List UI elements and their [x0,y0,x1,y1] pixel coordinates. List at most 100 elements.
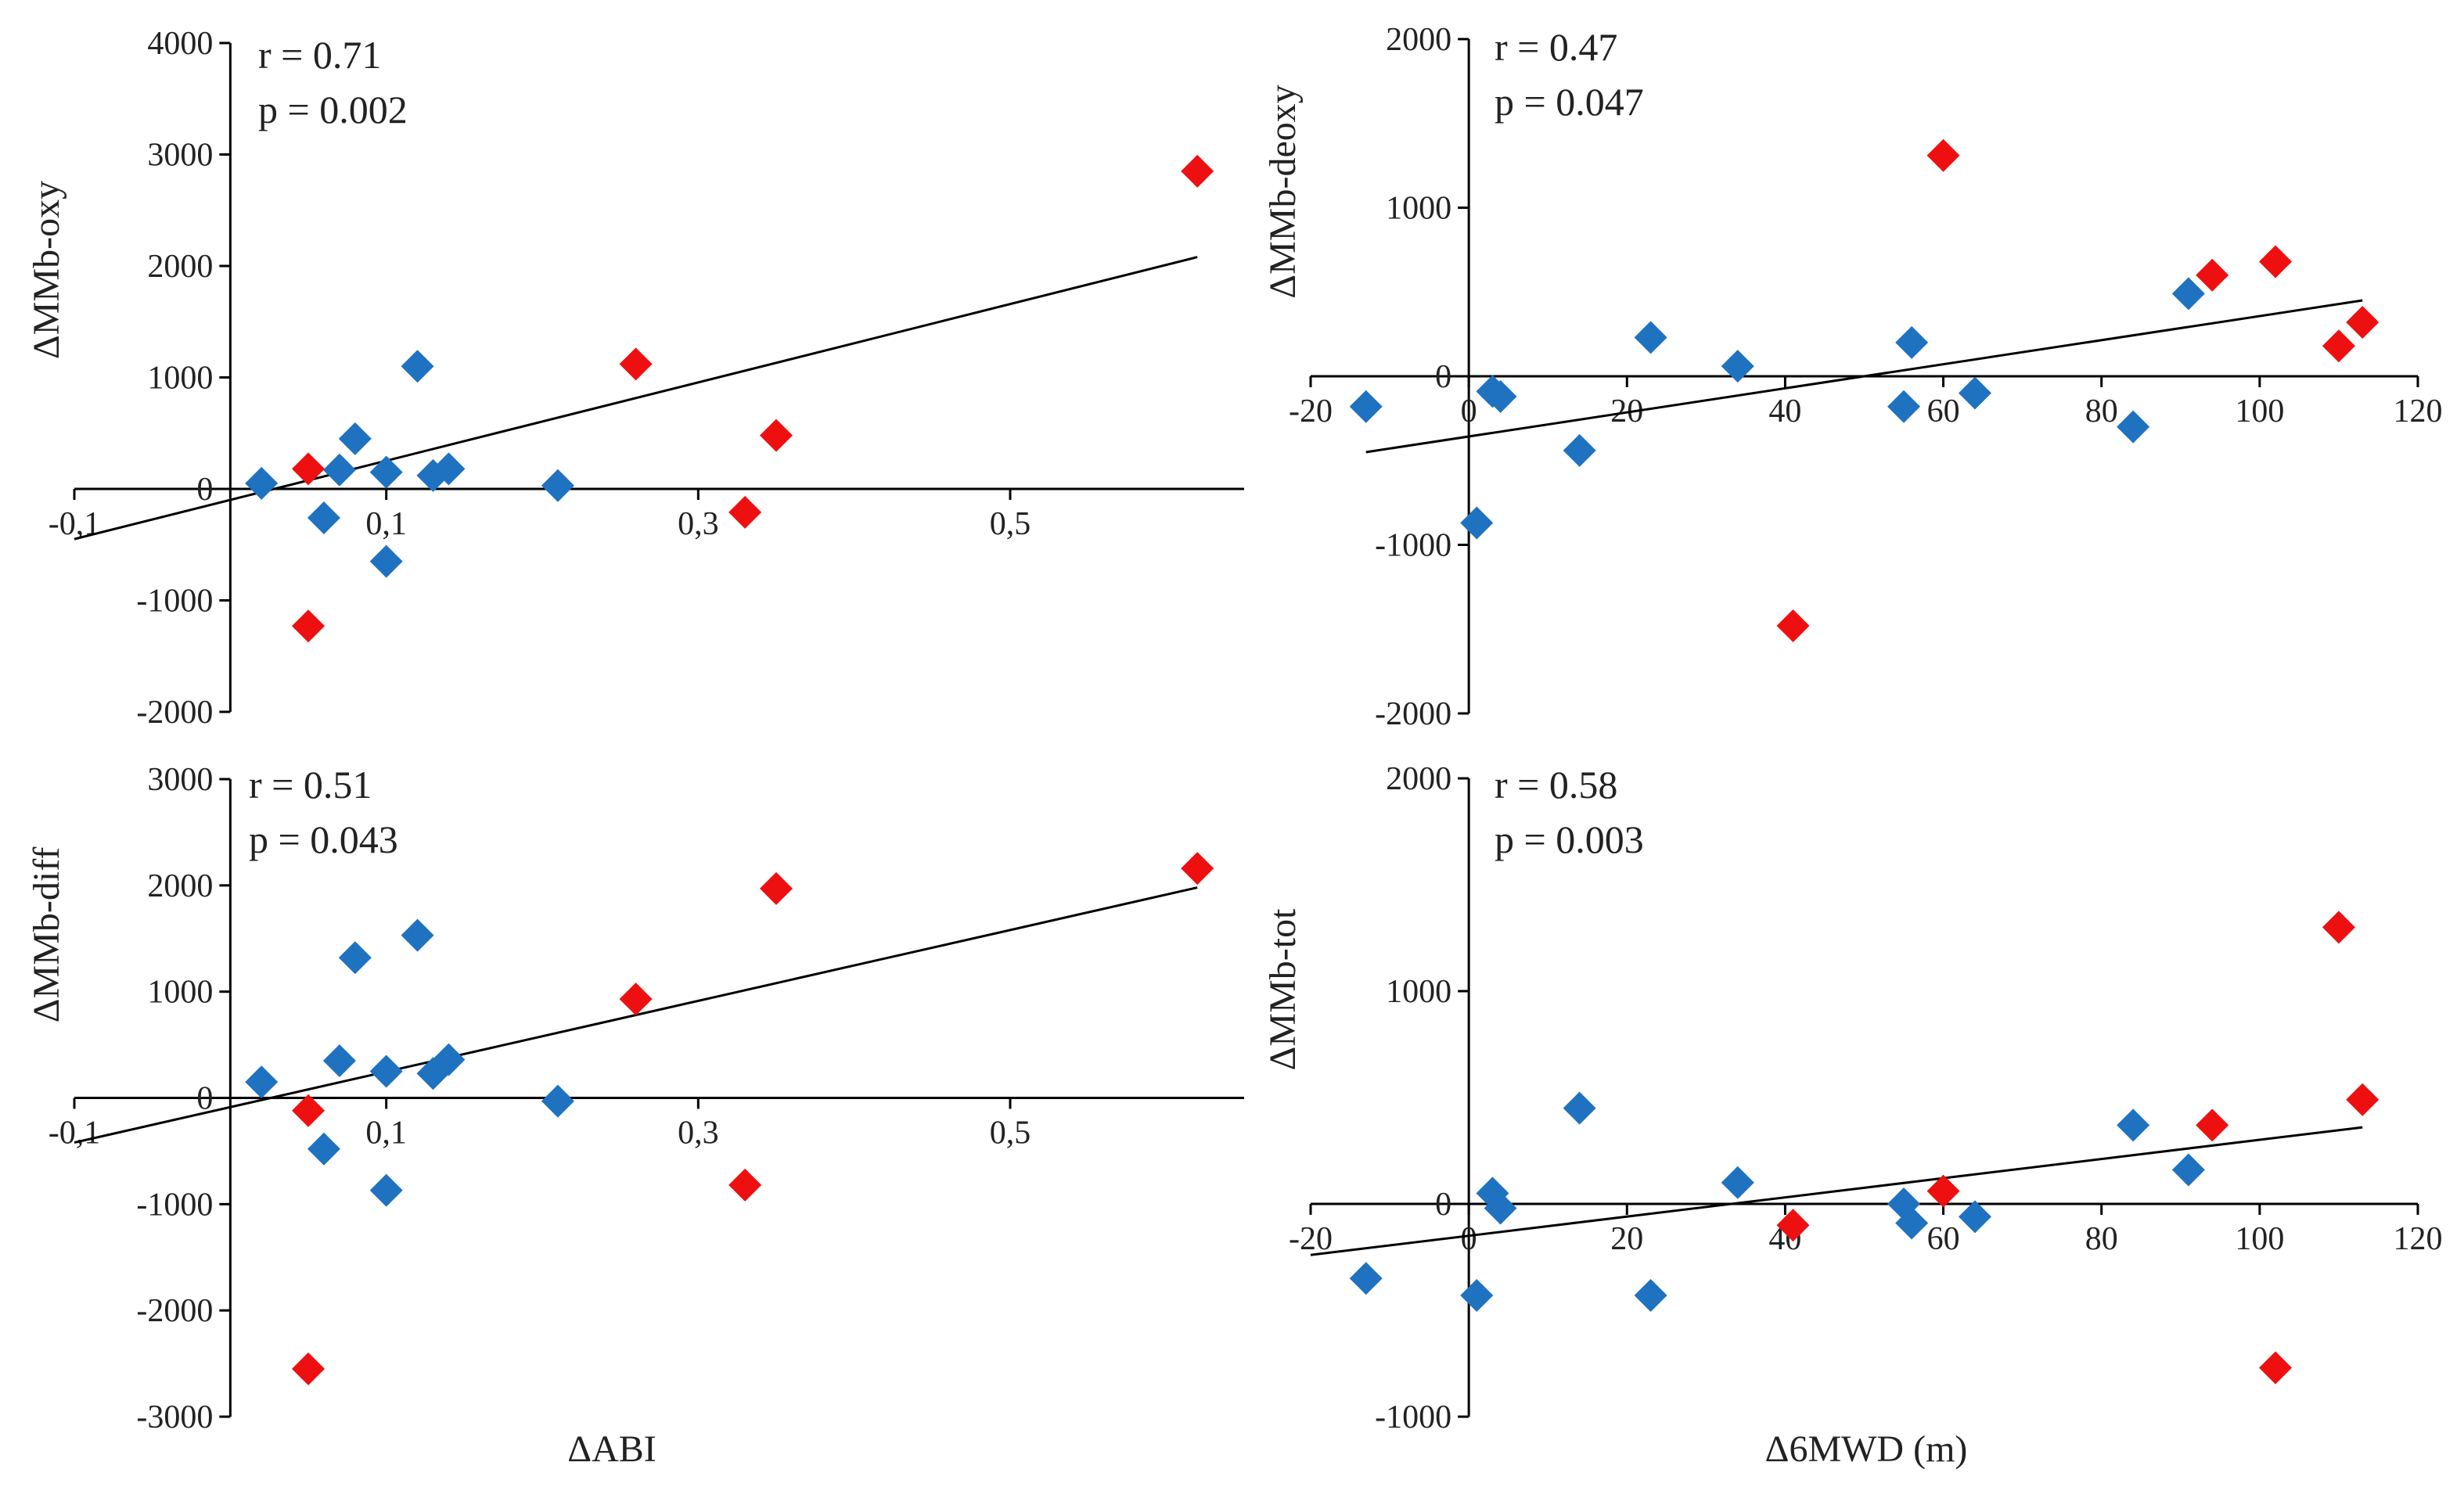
data-point-red [292,1094,325,1127]
data-point-red [619,983,653,1016]
y-tick-label: -1000 [1375,528,1451,564]
y-tick-label: 1000 [1386,191,1451,227]
y-tick-label: 4000 [147,26,213,62]
data-point-red [2196,1108,2229,1142]
x-tick-label: 120 [2394,1221,2443,1257]
data-point-blue [2117,410,2150,444]
x-tick-label: 0 [1461,393,1477,429]
data-point-blue [541,1084,574,1118]
data-point-blue [338,941,372,975]
data-point-red [1181,852,1214,886]
data-point-red [760,419,793,452]
y-tick-label: 1000 [147,361,213,397]
data-point-blue [1460,506,1494,540]
data-point-blue [401,918,434,952]
stat-r: r = 0.51 [249,763,372,807]
x-tick-label: 100 [2235,393,2284,429]
data-point-blue [369,455,403,489]
data-point-blue [245,1065,279,1099]
data-point-red [2259,1351,2293,1385]
x-tick-label: 0,1 [365,506,407,542]
x-tick-label: 100 [2235,1221,2284,1257]
x-tick-label: 60 [1927,1221,1960,1257]
data-point-blue [1634,1278,1667,1312]
stat-p: p = 0.047 [1495,80,1644,124]
data-point-blue [2117,1108,2150,1142]
y-tick-label: 0 [196,1081,213,1117]
y-tick-label: 1000 [147,975,213,1011]
stat-p: p = 0.002 [258,88,408,131]
y-tick-label: 1000 [1386,974,1451,1010]
trendline [1310,1126,2363,1256]
data-point-red [1926,138,1960,172]
data-point-red [292,609,325,643]
y-tick-label: 3000 [147,762,213,798]
data-point-blue [432,1043,466,1076]
data-point-red [1776,1209,1810,1242]
x-tick-label: 0,3 [678,1116,719,1151]
y-tick-label: 2000 [147,249,213,285]
x-tick-label: -20 [1289,393,1333,429]
y-tick-label: 3000 [147,138,213,174]
x-tick-label: 80 [2085,1221,2118,1257]
panel-mmb-diff: r = 0.51 p = 0.043 ΔMMb-diff ΔABI -3000 -… [26,762,1244,1470]
data-point-red [728,495,762,529]
data-point-blue [245,466,279,500]
data-point-blue [1349,1262,1383,1295]
data-point-blue [1563,433,1596,467]
data-point-blue [1959,376,1991,410]
data-point-blue [401,350,434,383]
y-tick-label: 2000 [1386,22,1451,58]
data-point-red [1181,154,1214,188]
y-tick-label: 0 [1435,1187,1451,1223]
data-point-blue [1721,1166,1754,1199]
stat-r: r = 0.71 [258,33,381,77]
y-tick-label: -2000 [136,695,213,731]
data-point-blue [1887,390,1921,423]
data-point-red [728,1168,762,1202]
y-axis-label: ΔMMb-tot [1262,908,1304,1071]
data-point-blue [307,1132,340,1166]
data-point-blue [1959,1200,1991,1234]
x-tick-label: 20 [1610,1221,1643,1257]
y-tick-label: 0 [1435,359,1451,395]
data-point-blue [1721,350,1754,383]
panel-mmb-oxy: r = 0.71 p = 0.002 ΔMMb-oxy -2000 -1000 0 1… [26,26,1244,731]
panel-mmb-deoxy: r = 0.47 p = 0.047 ΔMMb-deoxy -2000-1000… [1262,22,2443,732]
data-point-red [2322,329,2355,363]
data-point-blue [322,453,356,487]
stat-r: r = 0.58 [1495,763,1617,807]
data-point-blue [322,1044,356,1077]
x-tick-label: -0,1 [49,506,101,542]
y-tick-label: 0 [196,472,213,508]
x-tick-label: 0 [1461,1221,1477,1257]
y-axis-label: ΔMMb-oxy [26,181,67,359]
y-tick-label: -1000 [136,584,213,620]
y-tick-label: 2000 [147,868,213,904]
data-point-red [292,1352,325,1385]
panel-mmb-tot: r = 0.58 p = 0.003 ΔMMb-tot Δ6MWD (m) -1… [1262,761,2443,1470]
data-point-blue [541,469,574,502]
data-point-red [292,452,325,486]
data-point-blue [1349,390,1383,423]
x-tick-label: -20 [1289,1221,1333,1257]
stat-r: r = 0.47 [1495,25,1617,69]
data-point-red [1926,1174,1960,1208]
data-point-red [2259,245,2293,278]
data-point-blue [2171,1153,2205,1187]
x-tick-label: 0,5 [990,506,1031,542]
data-point-blue [338,422,372,455]
stat-p: p = 0.003 [1495,817,1644,861]
data-point-blue [369,1173,403,1207]
data-point-blue [1634,321,1667,354]
y-tick-label: -1000 [1375,1399,1451,1435]
x-tick-label: 60 [1927,393,1960,429]
x-tick-label: 0,5 [990,1116,1031,1151]
data-point-blue [1563,1091,1596,1125]
data-point-blue [1895,325,1929,359]
x-axis-label: ΔABI [567,1428,656,1470]
data-point-blue [432,452,466,486]
data-point-blue [307,501,340,535]
